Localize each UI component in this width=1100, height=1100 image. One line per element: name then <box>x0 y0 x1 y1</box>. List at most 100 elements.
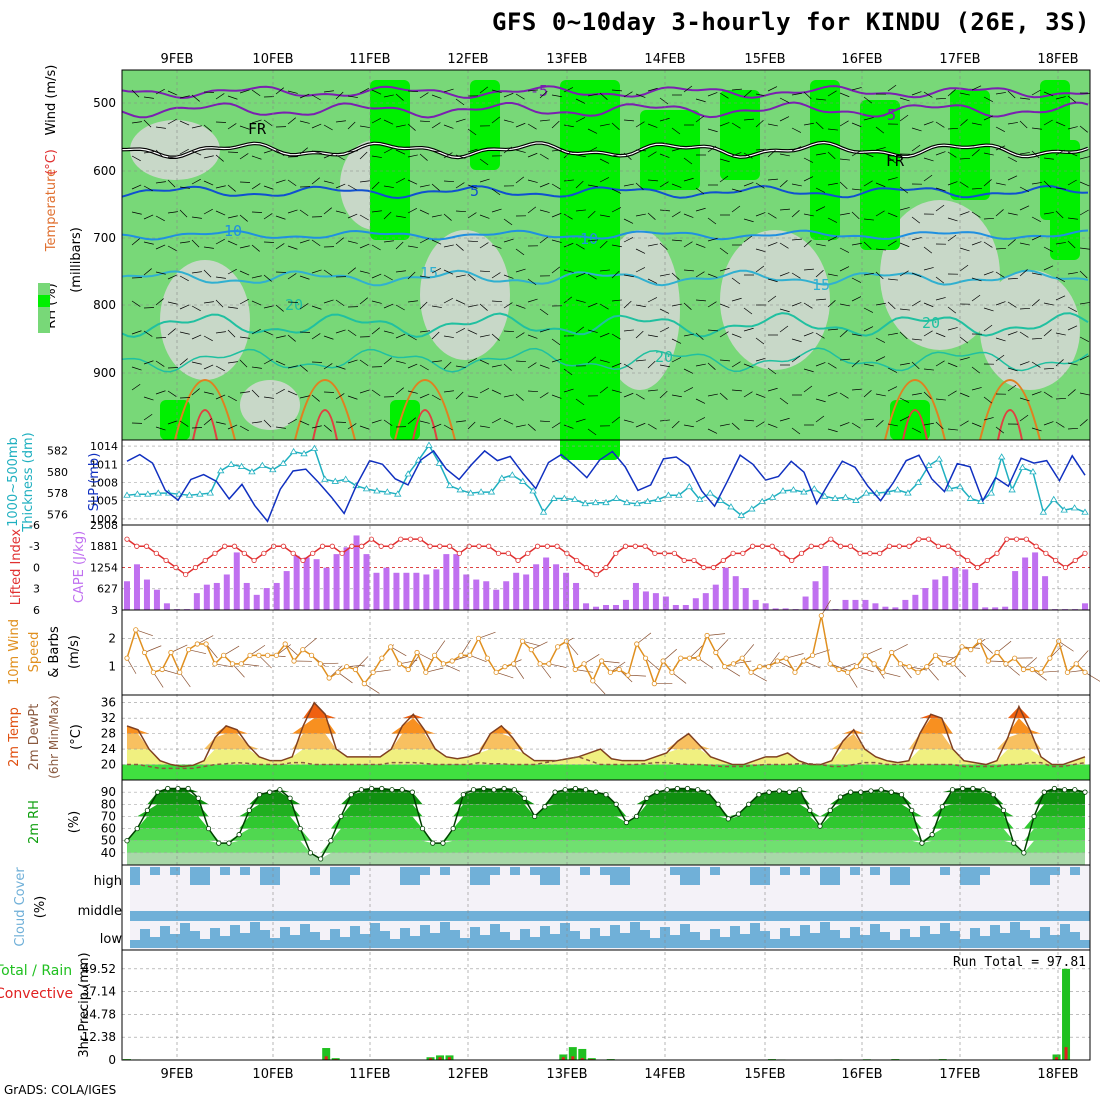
slp-tick-label: 1008 <box>90 477 118 490</box>
cape-tick: 2508 <box>90 519 118 532</box>
wind-barb <box>1067 325 1078 331</box>
cloud-low <box>520 929 530 948</box>
surface-wind-barb <box>302 637 317 650</box>
cloud-low <box>750 923 760 948</box>
rh-line-point <box>725 816 731 822</box>
wind-barb <box>443 361 452 370</box>
wind-barb <box>371 389 381 397</box>
wind-barb <box>263 358 273 365</box>
rh-line-point <box>746 801 752 807</box>
contour-label: -5 <box>878 106 896 124</box>
cloud-low <box>130 940 140 948</box>
cloud-low <box>1050 935 1060 948</box>
thickness-line-point <box>206 489 215 496</box>
wind-barb <box>827 273 838 277</box>
wind-speed-line-point <box>994 649 1000 656</box>
wind-barb <box>371 273 382 279</box>
wind-barb <box>251 421 262 424</box>
wind-barb <box>239 125 250 130</box>
cloud-middle <box>690 911 700 921</box>
thickness-line-point <box>394 490 402 497</box>
wind-barb <box>695 332 704 340</box>
wind-barb <box>263 213 273 220</box>
wind-barb <box>779 417 790 422</box>
rh-tick-label: 40 <box>101 846 116 860</box>
wind-barb <box>623 183 634 187</box>
wind-barb <box>851 150 861 157</box>
wind-barb <box>671 338 682 344</box>
temp-contour-5 <box>121 184 1089 200</box>
wind-barb <box>395 124 406 128</box>
wind-barb <box>443 390 454 393</box>
thickness-line-point <box>820 492 829 499</box>
rh-line-point <box>817 823 823 829</box>
wind-barb <box>1019 97 1030 100</box>
lifted-index-tick: -6 <box>29 519 40 532</box>
surface-wind-barb <box>979 640 993 654</box>
wind-barb <box>911 91 922 96</box>
cloud-middle <box>410 911 420 921</box>
cloud-level-label-bg <box>88 873 124 889</box>
wind-barb <box>755 265 765 273</box>
cloud-low <box>340 937 350 948</box>
cloud-middle <box>870 911 880 921</box>
wind-barb <box>551 149 562 152</box>
wind-barb <box>671 357 682 363</box>
thickness-line-point <box>706 489 714 496</box>
wind-barb <box>683 241 693 248</box>
wind-barb <box>575 299 586 303</box>
wind-speed-line-point <box>765 664 772 670</box>
thickness-line-point <box>966 494 975 501</box>
wind-barb <box>419 184 430 188</box>
wind-barb <box>827 128 838 131</box>
lifted-index-line-point <box>1043 550 1049 556</box>
thickness-line-point <box>123 491 131 498</box>
wind-barb <box>575 398 585 406</box>
wind-barb <box>803 332 814 337</box>
wind-barb <box>683 213 694 218</box>
wind-barb <box>959 181 969 188</box>
wind-barb <box>191 305 201 312</box>
wind-barb <box>815 98 826 101</box>
wind-barb <box>539 182 550 188</box>
thickness-line-point <box>633 499 641 507</box>
rh-line-point <box>1062 787 1068 793</box>
wind-barb <box>1067 126 1078 130</box>
cloud-high <box>820 867 830 885</box>
rh-line-point <box>898 791 905 798</box>
surface-wind-barb <box>698 657 714 669</box>
wind-barb <box>1007 212 1018 216</box>
wind-barb <box>491 208 502 213</box>
rh-tick-label: 70 <box>101 809 116 823</box>
lifted-index-line-point <box>515 557 521 564</box>
wind-barb <box>719 92 729 99</box>
minmax-label: (6hr Min/Max) <box>47 695 61 779</box>
wind-speed-line-point <box>168 649 174 656</box>
wind-barb <box>623 392 634 398</box>
cape-bar <box>772 608 779 610</box>
wind-barb <box>227 184 236 192</box>
wind-barb <box>191 94 200 102</box>
slp-tick-label: 1011 <box>90 458 118 471</box>
cape-bar <box>513 572 520 610</box>
wind-barb <box>1067 217 1078 220</box>
wind-barb <box>491 300 503 303</box>
wind-speed-line-point <box>273 652 280 658</box>
surface-wind-barb <box>935 654 954 659</box>
wind-barb <box>959 357 970 361</box>
wind-barb <box>215 421 226 425</box>
wind-barb <box>839 330 848 338</box>
wind-barb <box>239 153 249 160</box>
wind-speed-line-point <box>528 647 534 653</box>
wind-barb <box>827 90 837 97</box>
cloud-middle <box>980 911 990 921</box>
lifted-index-line-point <box>974 564 981 571</box>
thickness-tick-label: 578 <box>47 487 68 500</box>
wind-speed-line-point <box>853 664 860 670</box>
lifted-index-line-point <box>349 543 355 549</box>
cloud-low <box>870 924 880 948</box>
wind-barb <box>791 183 802 187</box>
lifted-index-line-point <box>183 571 189 578</box>
date-label-bottom: 10FEB <box>252 1067 293 1082</box>
wind-barb <box>899 270 909 277</box>
